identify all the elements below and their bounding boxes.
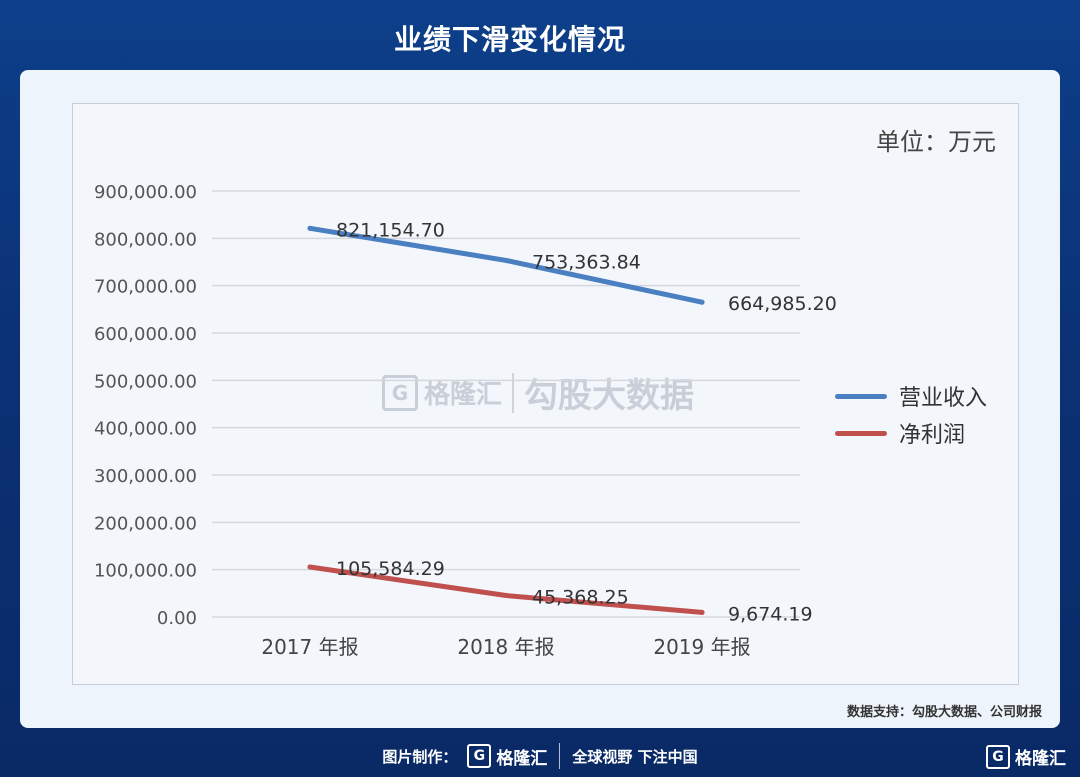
data-point: [503, 593, 509, 599]
data-point: [307, 564, 313, 570]
footer-label: 图片制作：: [382, 747, 458, 766]
data-point: [503, 257, 509, 263]
data-label: 105,584.29: [336, 558, 445, 580]
legend-item-profit: 净利润: [835, 417, 965, 449]
line-chart: 0.00 100,000.00 200,000.00 300,000.00 400,00…: [94, 182, 837, 659]
legend-swatch-revenue: [835, 393, 887, 399]
legend-item-revenue: 营业收入: [835, 380, 987, 412]
legend-label-profit: 净利润: [899, 423, 966, 448]
watermark-divider: [512, 372, 515, 413]
y-tick-label: 300,000.00: [94, 466, 197, 487]
corner-brand: G 格隆汇: [986, 744, 1066, 769]
y-tick-label: 100,000.00: [94, 561, 197, 582]
x-tick-label: 2017 年报: [261, 635, 358, 659]
data-point: [307, 225, 313, 231]
unit-label: 单位：万元: [876, 128, 996, 156]
corner-brand-name: 格隆汇: [1015, 749, 1066, 769]
y-tick-label: 400,000.00: [94, 419, 197, 440]
data-label: 821,154.70: [336, 219, 445, 241]
chart-title: 业绩下滑变化情况: [393, 23, 626, 56]
footer-brand: G 格隆汇: [467, 744, 547, 769]
footer: 图片制作： G 格隆汇 全球视野 下注中国: [0, 735, 1080, 777]
footer-slogan: 全球视野 下注中国: [572, 747, 698, 766]
footer-brand-name: 格隆汇: [496, 748, 548, 769]
x-tick-label: 2019 年报: [653, 635, 750, 659]
y-tick-label: 200,000.00: [94, 513, 197, 534]
y-tick-label: 0.00: [157, 608, 197, 629]
watermark-text: 勾股大数据: [524, 376, 695, 416]
data-label: 9,674.19: [728, 603, 813, 625]
y-tick-label: 600,000.00: [94, 324, 197, 345]
x-tick-label: 2018 年报: [457, 635, 554, 659]
data-label: 753,363.84: [532, 251, 641, 273]
footer-divider: [559, 743, 561, 769]
watermark-logo-icon: G: [382, 374, 418, 411]
y-tick-label: 700,000.00: [94, 277, 197, 298]
data-point: [699, 299, 705, 305]
legend-swatch-profit: [835, 430, 887, 436]
data-point: [699, 609, 705, 615]
data-source: 数据支持：勾股大数据、公司财报: [846, 705, 1042, 720]
y-tick-label: 900,000.00: [94, 182, 197, 203]
watermark: G 格隆汇 勾股大数据: [382, 368, 694, 417]
chart-card: 单位：万元 G 格隆汇 勾股大数据 0.00 100,000.00 200,000.…: [20, 70, 1060, 728]
data-label: 45,368.25: [532, 587, 629, 609]
data-label: 664,985.20: [728, 293, 837, 315]
watermark-brand: 格隆汇: [424, 380, 503, 410]
legend-label-revenue: 营业收入: [899, 386, 988, 411]
brand-logo-icon: G: [467, 744, 492, 768]
y-tick-label: 800,000.00: [94, 229, 197, 250]
corner-logo-icon: G: [986, 744, 1010, 769]
y-tick-label: 500,000.00: [94, 371, 197, 392]
